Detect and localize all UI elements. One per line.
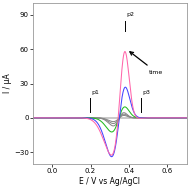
Y-axis label: I / μA: I / μA	[3, 74, 13, 93]
X-axis label: E / V vs Ag/AgCl: E / V vs Ag/AgCl	[79, 177, 140, 186]
Text: p1: p1	[91, 90, 99, 95]
Text: time: time	[130, 52, 163, 75]
Text: p2: p2	[126, 12, 134, 17]
Text: p3: p3	[142, 90, 150, 95]
